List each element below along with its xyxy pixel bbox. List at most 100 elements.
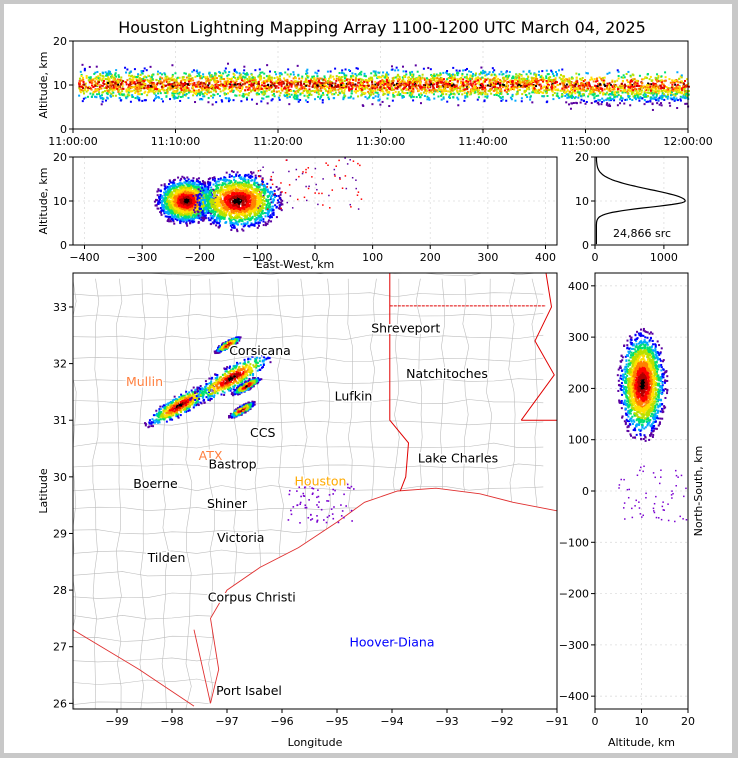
source-point — [101, 100, 104, 103]
source-point — [285, 91, 288, 94]
source-point — [232, 76, 235, 79]
source-point — [169, 87, 172, 90]
source-point — [470, 92, 473, 95]
source-point — [560, 95, 563, 98]
source-point — [160, 213, 163, 216]
source-point — [470, 88, 473, 91]
source-point — [384, 87, 387, 90]
source-point — [629, 86, 632, 89]
source-point — [536, 90, 539, 93]
source-point — [218, 84, 221, 87]
source-point — [402, 70, 405, 73]
source-point — [119, 99, 122, 102]
source-point — [280, 83, 283, 86]
source-point — [423, 78, 426, 81]
source-point — [150, 79, 153, 82]
source-point — [600, 103, 603, 106]
source-point — [654, 91, 657, 94]
source-point — [677, 87, 680, 90]
source-point — [174, 90, 177, 93]
source-point — [103, 90, 106, 93]
source-point — [187, 91, 190, 94]
source-point — [604, 85, 607, 88]
source-point — [550, 88, 553, 91]
source-point — [225, 85, 228, 88]
source-point — [361, 104, 364, 107]
source-point — [678, 85, 681, 88]
source-point — [146, 87, 149, 90]
source-point — [447, 73, 450, 76]
source-point — [619, 98, 622, 101]
source-point — [682, 86, 685, 89]
source-point — [413, 81, 416, 84]
source-point — [629, 84, 632, 87]
source-point — [349, 81, 352, 84]
source-point — [105, 74, 108, 77]
source-point — [461, 93, 464, 96]
source-point — [147, 84, 150, 87]
source-point — [178, 76, 181, 79]
source-point — [107, 73, 110, 76]
source-point — [150, 75, 153, 78]
source-point — [152, 73, 155, 76]
source-point — [673, 80, 676, 83]
source-point — [277, 90, 280, 93]
source-point — [114, 94, 117, 97]
source-point — [307, 90, 310, 93]
source-point — [501, 86, 504, 89]
source-point — [653, 90, 656, 93]
source-point — [554, 78, 557, 81]
source-point — [617, 70, 620, 73]
source-point — [684, 92, 687, 95]
source-point — [157, 92, 160, 95]
source-point — [243, 81, 246, 84]
source-point — [373, 74, 376, 77]
source-point — [684, 97, 687, 100]
source-point — [264, 90, 267, 93]
source-point — [164, 92, 167, 95]
source-point — [465, 76, 468, 79]
source-point — [411, 75, 414, 78]
source-point — [211, 96, 214, 99]
source-point — [152, 90, 155, 93]
source-point — [317, 89, 320, 92]
source-point — [243, 69, 246, 72]
source-point — [547, 78, 550, 81]
source-point — [331, 93, 334, 96]
source-point — [92, 85, 95, 88]
source-point — [312, 84, 315, 87]
source-point — [551, 72, 554, 75]
source-point — [633, 96, 636, 99]
source-point — [303, 82, 306, 85]
source-point — [260, 77, 263, 80]
source-point — [638, 89, 641, 92]
source-point — [541, 95, 544, 98]
source-point — [577, 82, 580, 85]
source-point — [321, 78, 324, 81]
source-point — [574, 87, 577, 90]
source-point — [679, 95, 682, 98]
source-point — [142, 86, 145, 89]
source-point — [259, 85, 262, 88]
source-point — [251, 81, 254, 84]
source-point — [359, 72, 362, 75]
source-point — [425, 77, 428, 80]
source-point — [531, 101, 534, 104]
source-point — [602, 93, 605, 96]
source-point — [197, 73, 200, 76]
source-point — [90, 88, 93, 91]
source-point — [613, 85, 616, 88]
source-point — [402, 92, 405, 95]
source-point — [182, 196, 185, 199]
source-point — [490, 81, 493, 84]
source-point — [162, 85, 165, 88]
source-point — [180, 79, 183, 82]
source-point — [550, 81, 553, 84]
source-point — [399, 77, 402, 80]
source-point — [83, 67, 86, 70]
source-point — [112, 94, 115, 97]
source-point — [293, 80, 296, 83]
source-point — [234, 81, 237, 84]
source-point — [553, 92, 556, 95]
source-point — [111, 75, 114, 78]
